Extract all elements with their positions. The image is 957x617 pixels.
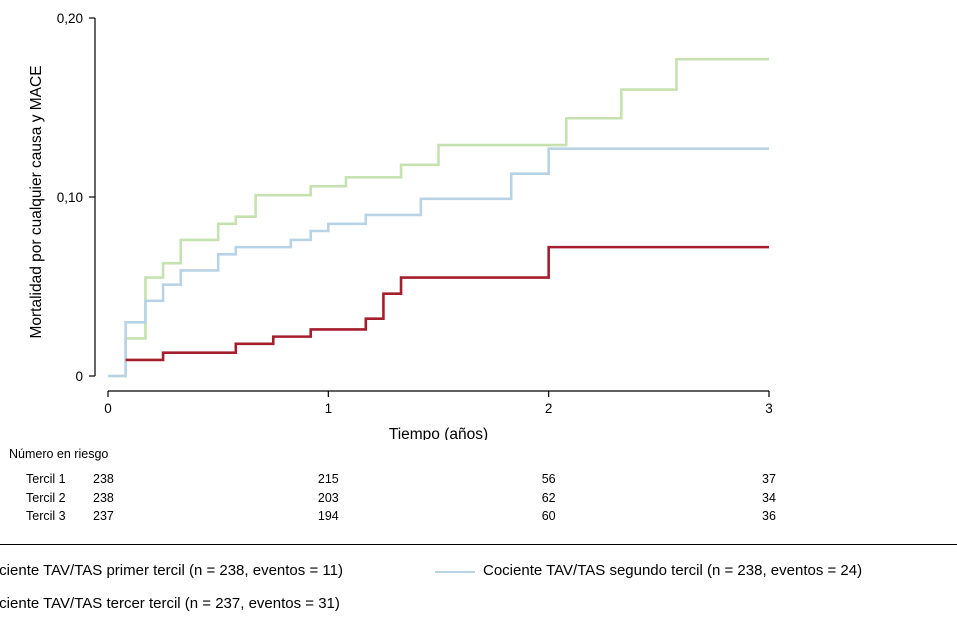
legend-divider — [0, 544, 957, 545]
y-tick-label: 0 — [75, 369, 83, 384]
risk-cell: 237 — [93, 509, 114, 523]
risk-row-label: Tercil 3 — [26, 509, 66, 523]
series-line-tercil-2 — [108, 147, 769, 378]
legend-label-tercil-3: Cociente TAV/TAS tercer tercil (n = 237,… — [0, 595, 340, 612]
risk-row-label: Tercil 1 — [26, 472, 66, 486]
legend-label-tercil-2: Cociente TAV/TAS segundo tercil (n = 238… — [483, 562, 863, 579]
risk-cell: 56 — [541, 472, 556, 486]
risk-cell: 194 — [317, 509, 339, 523]
y-tick-label: 0,20 — [57, 11, 83, 26]
risk-cell: 62 — [541, 491, 556, 505]
x-tick-label: 1 — [325, 401, 333, 416]
legend-line-tercil-2 — [435, 571, 475, 573]
series-line-tercil-3 — [108, 57, 769, 378]
risk-cell: 203 — [317, 491, 339, 505]
risk-table-title: Número en riesgo — [9, 447, 109, 461]
km-chart: 0 0,10 0,20 0 1 2 3 Tiempo (años) Mortalidad por… — [28, 11, 773, 440]
risk-cell: 238 — [93, 491, 114, 505]
x-tick-label: 2 — [545, 401, 553, 416]
legend-label-tercil-1: Cociente TAV/TAS primer tercil (n = 238,… — [0, 562, 343, 579]
y-tick-label: 0,10 — [57, 190, 83, 205]
y-axis-label: Mortalidad por cualquier causa y MACE — [28, 65, 45, 338]
series-line-tercil-1 — [125, 245, 769, 362]
x-tick-label: 0 — [104, 401, 112, 416]
x-tick-label: 3 — [765, 401, 773, 416]
risk-cell: 36 — [762, 509, 776, 523]
risk-cell: 37 — [762, 472, 776, 486]
risk-cell: 215 — [317, 472, 339, 486]
risk-row-label: Tercil 2 — [26, 491, 66, 505]
x-axis-label: Tiempo (años) — [389, 426, 488, 440]
risk-cell: 34 — [762, 491, 776, 505]
risk-cell: 60 — [541, 509, 556, 523]
risk-cell: 238 — [93, 472, 114, 486]
